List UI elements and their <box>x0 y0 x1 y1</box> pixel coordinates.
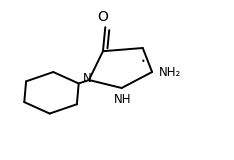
Text: NH₂: NH₂ <box>159 65 181 79</box>
Text: N: N <box>83 72 92 85</box>
Text: NH: NH <box>114 93 132 106</box>
Text: O: O <box>98 10 108 24</box>
